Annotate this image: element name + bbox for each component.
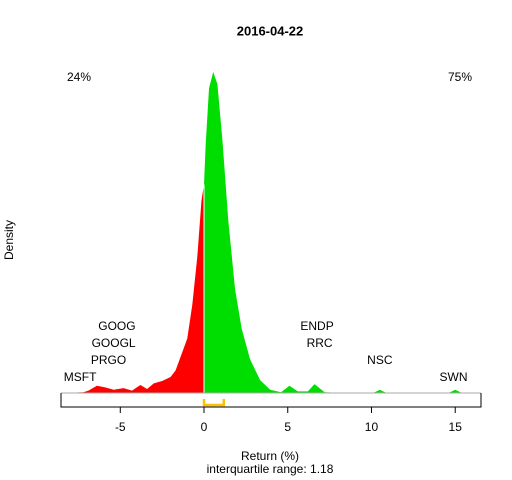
axis-box	[60, 393, 482, 408]
stock-label: PRGO	[91, 353, 126, 367]
stock-label: GOOG	[98, 319, 135, 333]
right-share: 75%	[448, 70, 472, 84]
stock-label: ENDP	[300, 319, 333, 333]
stock-label: MSFT	[64, 370, 97, 384]
stock-label: SWN	[440, 370, 468, 384]
x-tick-label: 0	[201, 420, 208, 434]
x-axis-label: Return (%)	[241, 449, 299, 463]
y-axis-label: Density	[2, 220, 16, 260]
x-tick-label: 15	[449, 420, 463, 434]
chart-title: 2016-04-22	[237, 23, 304, 38]
subtitle: interquartile range: 1.18	[207, 462, 334, 476]
left-share: 24%	[67, 70, 91, 84]
stock-label: NSC	[367, 353, 393, 367]
positive-area	[204, 72, 481, 394]
x-tick-label: 10	[365, 420, 379, 434]
stock-label: GOOGL	[92, 336, 136, 350]
x-tick-label: 5	[284, 420, 291, 434]
interquartile-bracket	[202, 399, 226, 407]
x-tick-label: -5	[115, 420, 126, 434]
stock-label: RRC	[307, 336, 333, 350]
negative-area	[61, 184, 205, 393]
